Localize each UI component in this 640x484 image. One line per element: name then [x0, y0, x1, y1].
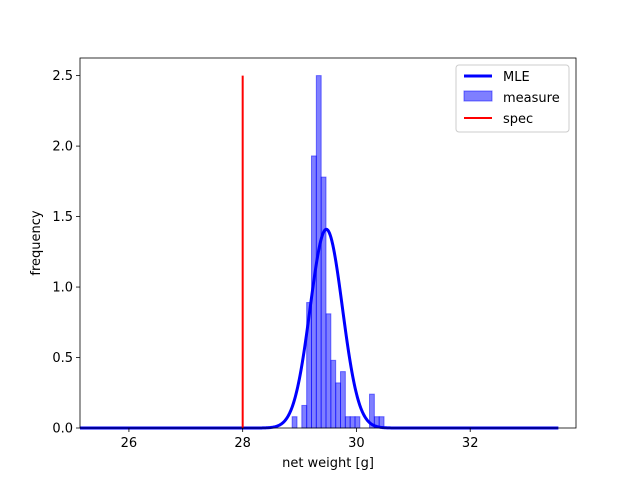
legend-measure-swatch [463, 90, 493, 102]
y-tick-label-2: 1.0 [52, 281, 73, 296]
histogram-bar-0 [291, 416, 298, 429]
histogram-bar-11 [344, 416, 351, 429]
histogram-bar-7 [325, 313, 332, 429]
y-tick-label-0: 0.0 [52, 422, 73, 437]
histogram-bar-13 [354, 416, 361, 429]
histogram-bar-12 [349, 416, 356, 429]
legend: MLE measure spec [455, 64, 570, 133]
histogram-bar-8 [330, 359, 337, 429]
histogram-bar-2 [301, 404, 308, 429]
y-axis-label: frequency [29, 210, 44, 276]
legend-spec-label: spec [503, 112, 533, 127]
x-axis-label: net weight [g] [282, 456, 374, 471]
y-tick-label-1: 0.5 [52, 351, 73, 366]
histogram-bar-9 [335, 382, 341, 429]
y-tick-label-5: 2.5 [52, 69, 73, 84]
x-tick-label-2: 30 [348, 436, 365, 451]
x-axis-ticks: 26 28 30 32 [121, 428, 479, 451]
x-tick-label-0: 26 [121, 436, 138, 451]
y-tick-label-4: 2.0 [52, 140, 73, 155]
legend-mle-label: MLE [503, 70, 530, 85]
axes-frame [79, 57, 577, 429]
x-tick-label-3: 32 [462, 436, 479, 451]
legend-box [455, 64, 570, 133]
y-axis-ticks: 0.0 0.5 1.0 1.5 2.0 2.5 [52, 69, 80, 437]
x-tick-label-1: 28 [234, 436, 251, 451]
y-tick-label-3: 1.5 [52, 210, 73, 225]
histogram-bar-6 [320, 176, 327, 429]
histogram-bar-10 [340, 371, 346, 429]
legend-measure-label: measure [503, 91, 560, 106]
